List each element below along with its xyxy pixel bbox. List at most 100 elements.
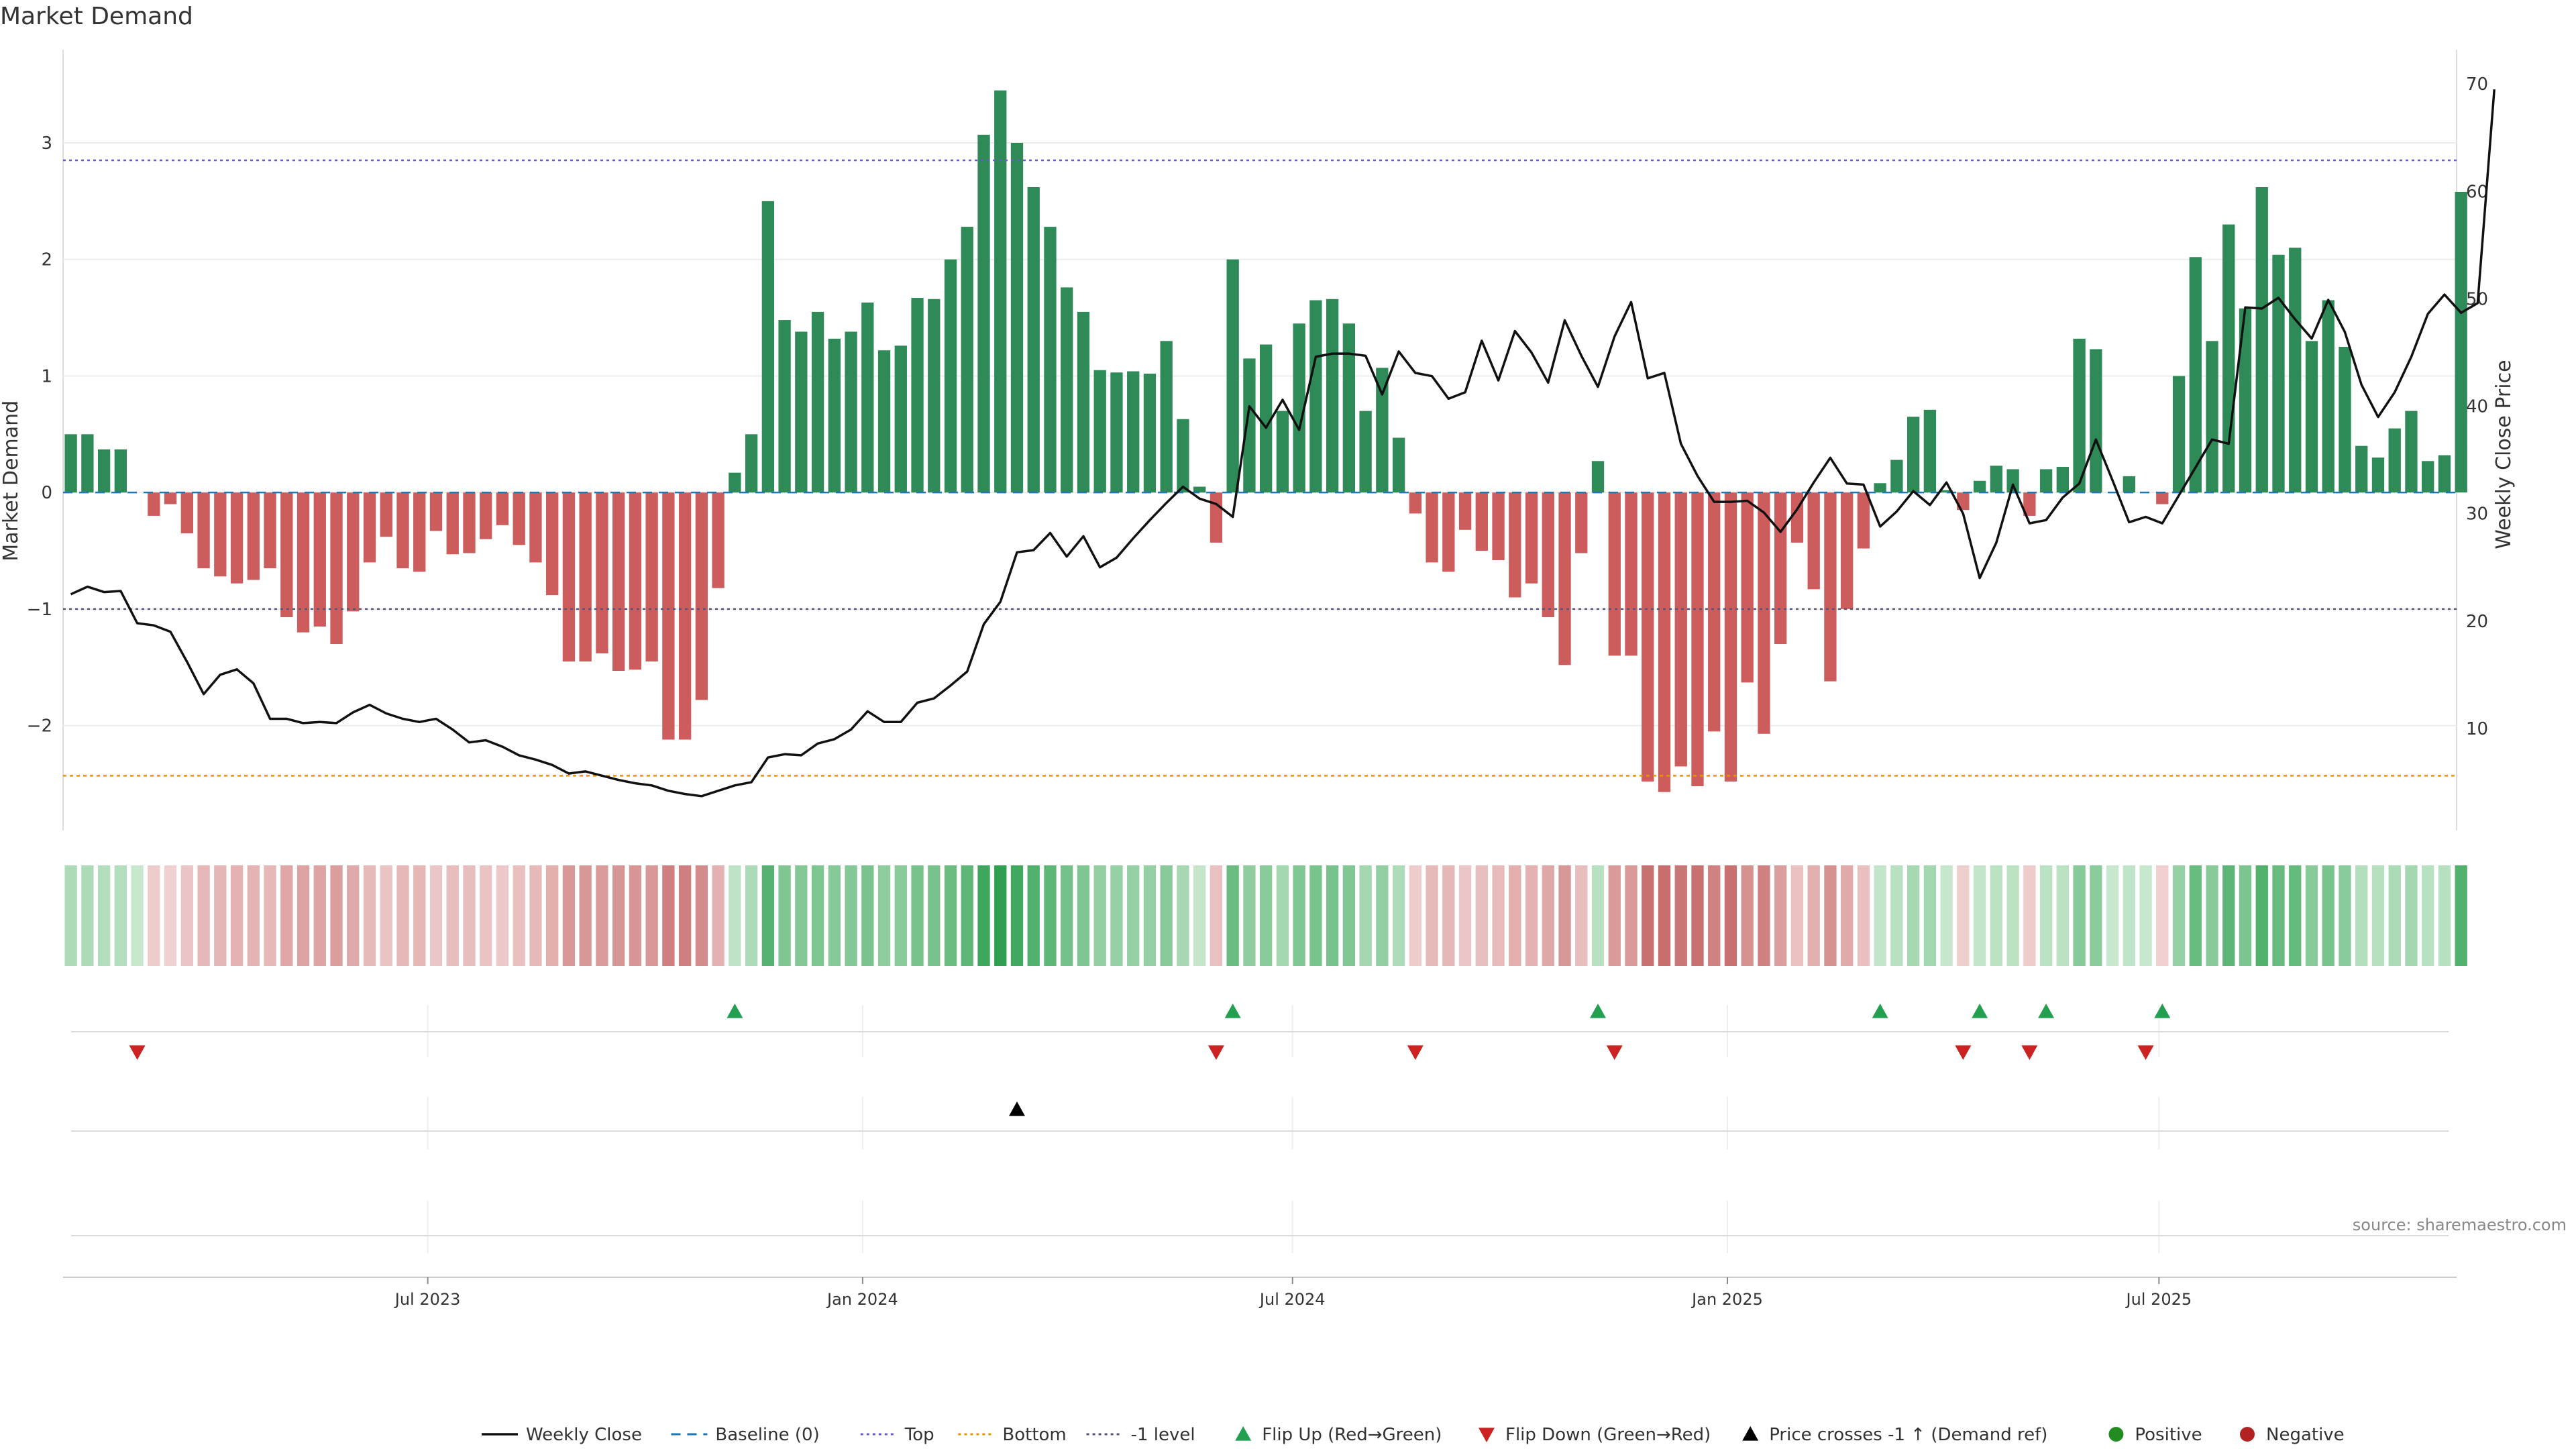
y-tick-label: 2 [41, 250, 52, 270]
demand-bar [529, 492, 542, 563]
heat-cell [2073, 865, 2086, 966]
demand-bar [164, 492, 177, 504]
heat-cell [1061, 865, 1073, 966]
heat-cell [1724, 865, 1737, 966]
demand-bar [496, 492, 509, 525]
heat-cell [645, 865, 658, 966]
heat-cell [1243, 865, 1256, 966]
heat-cell [148, 865, 160, 966]
demand-bar [1475, 492, 1488, 551]
heat-cell [413, 865, 426, 966]
heat-cell [911, 865, 924, 966]
heat-cell [347, 865, 360, 966]
demand-bar [97, 449, 111, 493]
heat-cell [247, 865, 260, 966]
flip-down-marker [2021, 1045, 2038, 1060]
heat-cell [778, 865, 791, 966]
heat-cell [2189, 865, 2202, 966]
demand-bar [1143, 373, 1157, 493]
heat-cell [280, 865, 293, 966]
heat-cell [944, 865, 957, 966]
heat-cell [977, 865, 990, 966]
demand-bar [2339, 347, 2351, 493]
legend-label: -1 level [1131, 1425, 1195, 1445]
heat-cell [1857, 865, 1870, 966]
demand-bar [645, 492, 658, 662]
demand-bar [363, 492, 376, 563]
heat-cell [546, 865, 559, 966]
heat-cell [380, 865, 392, 966]
heat-cell [1260, 865, 1273, 966]
demand-bar [695, 492, 708, 700]
y2-tick-label: 60 [2466, 182, 2488, 202]
heat-cell [877, 865, 891, 966]
demand-bar [2438, 455, 2451, 493]
demand-bar [1509, 492, 1521, 598]
demand-bar [1642, 492, 1654, 782]
heat-cell [1127, 865, 1140, 966]
demand-bar [1774, 492, 1787, 645]
demand-bar [1525, 492, 1538, 584]
demand-bar [894, 345, 907, 493]
legend-label: Flip Up (Red→Green) [1262, 1425, 1442, 1445]
demand-bar [795, 331, 808, 493]
heat-cell [2422, 865, 2434, 966]
demand-bar [230, 492, 244, 584]
demand-bar [1426, 492, 1438, 563]
legend-label: Weekly Close [526, 1425, 642, 1445]
demand-bar [81, 434, 94, 493]
demand-bar [1558, 492, 1571, 665]
heat-cell [2106, 865, 2119, 966]
heat-cell [1309, 865, 1322, 966]
demand-bar [1758, 492, 1770, 734]
demand-bar [1824, 492, 1837, 682]
heat-cell [1409, 865, 1422, 966]
heat-cell [1642, 865, 1654, 966]
legend-label: Top [904, 1425, 934, 1445]
demand-bar [1724, 492, 1737, 782]
legend-cross-marker [1742, 1426, 1759, 1441]
heat-cell [1525, 865, 1538, 966]
demand-bar [1226, 259, 1239, 493]
flip-up-marker [1224, 1004, 1241, 1018]
demand-bar [1309, 300, 1322, 493]
y-tick-label: 1 [41, 366, 52, 386]
heat-cell [761, 865, 775, 966]
demand-bar [1027, 187, 1040, 493]
demand-bar [1790, 492, 1804, 543]
legend-label: Bottom [1002, 1425, 1066, 1445]
heat-cell [1658, 865, 1671, 966]
heat-cell [2438, 865, 2451, 966]
demand-bar [2073, 338, 2086, 493]
demand-bar [180, 492, 193, 533]
heat-cell [2272, 865, 2285, 966]
demand-bar [2405, 411, 2418, 493]
heat-cell [678, 865, 692, 966]
heat-cell [2206, 865, 2218, 966]
heat-cell [729, 865, 741, 966]
demand-bar [1293, 323, 1305, 493]
demand-bar [2322, 300, 2334, 493]
demand-bar [2305, 341, 2318, 493]
demand-bar [2371, 458, 2385, 493]
heat-cell [745, 865, 758, 966]
heat-cell [529, 865, 542, 966]
heat-cell [1509, 865, 1521, 966]
demand-bar [1923, 409, 1937, 493]
date-tick-label: Jul 2023 [394, 1290, 461, 1309]
heat-cell [1841, 865, 1854, 966]
heat-cell [2023, 865, 2036, 966]
demand-bar [662, 492, 675, 740]
demand-bar [861, 302, 874, 493]
demand-bar [330, 492, 343, 645]
heat-cell [297, 865, 310, 966]
heat-cell [2172, 865, 2186, 966]
demand-bar [2272, 254, 2285, 493]
heat-cell [313, 865, 326, 966]
y-tick-label: 3 [41, 133, 52, 154]
heat-cell [629, 865, 642, 966]
heat-cell [2371, 865, 2385, 966]
demand-bar [1591, 461, 1605, 493]
demand-bar [513, 492, 525, 545]
legend-label: Flip Down (Green→Red) [1505, 1425, 1711, 1445]
